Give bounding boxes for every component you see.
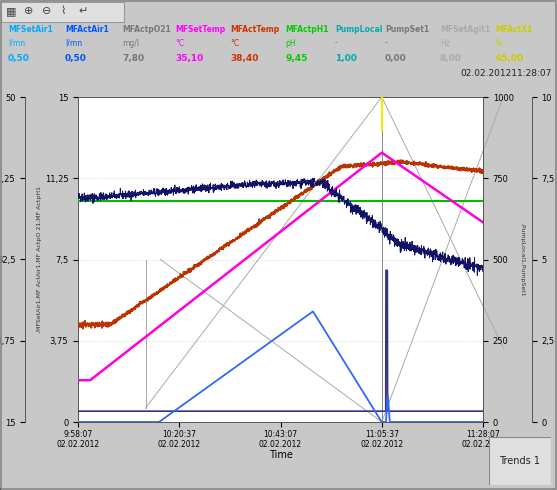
Text: -: - bbox=[335, 39, 338, 48]
Text: 0,50: 0,50 bbox=[8, 53, 30, 63]
Text: MFSetAir1: MFSetAir1 bbox=[8, 24, 53, 33]
X-axis label: Time: Time bbox=[268, 450, 292, 461]
Text: ↵: ↵ bbox=[78, 6, 87, 16]
Text: 9,45: 9,45 bbox=[285, 53, 307, 63]
Y-axis label: ,PumpLocal1,PumpSet1: ,PumpLocal1,PumpSet1 bbox=[520, 222, 525, 296]
Text: 35,10: 35,10 bbox=[175, 53, 203, 63]
Text: 8,00: 8,00 bbox=[440, 53, 462, 63]
Text: MFActX1: MFActX1 bbox=[495, 24, 532, 33]
Text: MFActAir1: MFActAir1 bbox=[65, 24, 109, 33]
Text: PumpSet1: PumpSet1 bbox=[385, 24, 429, 33]
Text: 38,40: 38,40 bbox=[230, 53, 258, 63]
Text: MFActpO21: MFActpO21 bbox=[122, 24, 171, 33]
Text: Trends 1: Trends 1 bbox=[500, 456, 540, 466]
Text: MFActTemp: MFActTemp bbox=[230, 24, 279, 33]
Text: 02.02.201211:28:07: 02.02.201211:28:07 bbox=[461, 69, 552, 78]
Text: 0,00: 0,00 bbox=[385, 53, 407, 63]
Text: MFSetTemp: MFSetTemp bbox=[175, 24, 225, 33]
Bar bbox=[1, 2, 124, 22]
Text: l/mn: l/mn bbox=[65, 39, 82, 48]
Text: 65,00: 65,00 bbox=[495, 53, 523, 63]
Text: pH: pH bbox=[285, 39, 296, 48]
Text: ⊕: ⊕ bbox=[24, 6, 33, 16]
Text: MFSetAgit1: MFSetAgit1 bbox=[440, 24, 490, 33]
Text: PumpLocal: PumpLocal bbox=[335, 24, 382, 33]
Text: ⌇: ⌇ bbox=[60, 6, 65, 16]
Y-axis label: ,MFSetAir1,MF ActAir1,MF ActpO 21,MF ActpH1: ,MFSetAir1,MF ActAir1,MF ActpO 21,MF Act… bbox=[37, 186, 42, 333]
Text: °C: °C bbox=[230, 39, 239, 48]
Text: °C: °C bbox=[175, 39, 184, 48]
Text: 0,50: 0,50 bbox=[65, 53, 87, 63]
Text: ⊖: ⊖ bbox=[42, 6, 51, 16]
Text: ▦: ▦ bbox=[6, 6, 17, 16]
Text: l/mn: l/mn bbox=[8, 39, 25, 48]
Text: MFActpH1: MFActpH1 bbox=[285, 24, 329, 33]
Text: -: - bbox=[385, 39, 388, 48]
Text: mg/l: mg/l bbox=[122, 39, 139, 48]
Text: %: % bbox=[495, 39, 502, 48]
Text: 7,80: 7,80 bbox=[122, 53, 144, 63]
Text: 1,00: 1,00 bbox=[335, 53, 357, 63]
Text: Hz: Hz bbox=[440, 39, 450, 48]
